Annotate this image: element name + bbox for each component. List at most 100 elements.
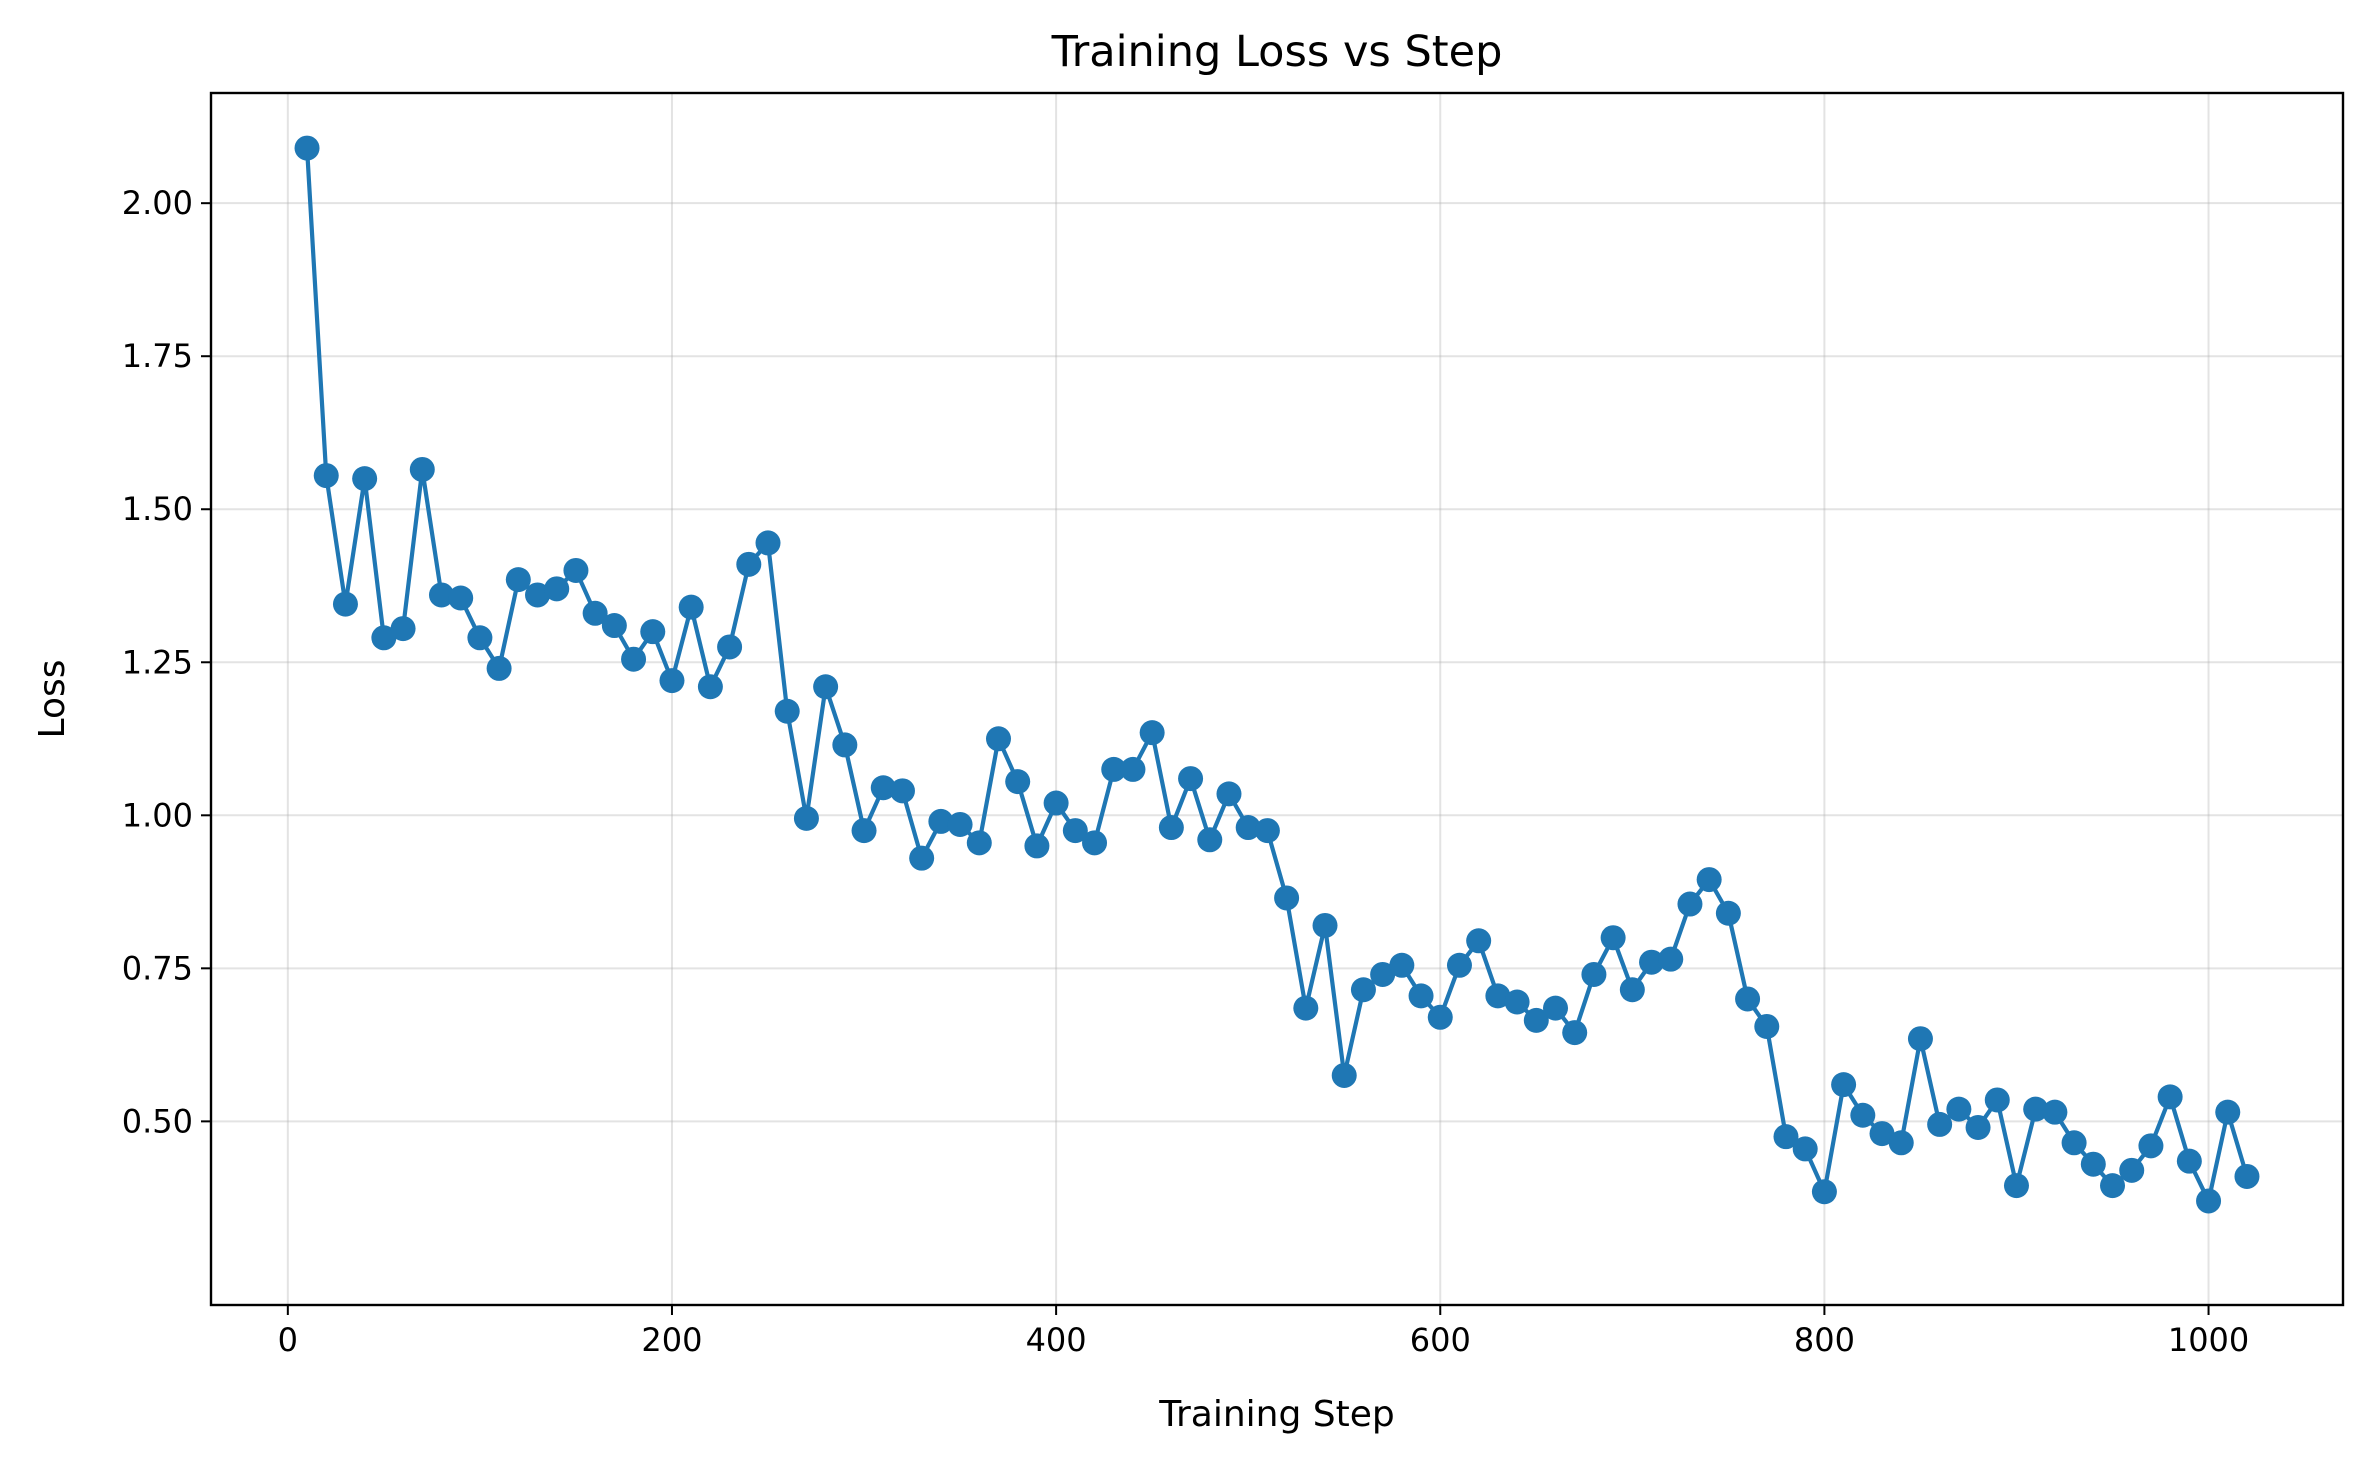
y-tick-label: 1.25 <box>122 643 193 681</box>
data-point <box>966 830 992 856</box>
data-point <box>2080 1151 2106 1177</box>
data-point <box>1350 977 1376 1003</box>
data-point <box>2100 1173 2126 1199</box>
data-point <box>1158 815 1184 841</box>
data-point <box>1715 900 1741 926</box>
data-point <box>1850 1102 1876 1128</box>
data-point <box>870 775 896 801</box>
data-point <box>428 582 454 608</box>
data-point <box>1658 946 1684 972</box>
data-point <box>2157 1084 2183 1110</box>
data-point <box>1101 756 1127 782</box>
grid-lines <box>211 93 2343 1305</box>
data-point <box>2042 1099 2068 1125</box>
data-point <box>621 646 647 672</box>
chart-title: Training Loss vs Step <box>1051 27 1503 77</box>
data-point <box>467 625 493 651</box>
y-tick-label: 0.50 <box>122 1102 193 1140</box>
y-tick-label: 1.00 <box>122 796 193 834</box>
x-tick-label: 200 <box>641 1321 702 1359</box>
data-point <box>1831 1072 1857 1098</box>
data-point <box>1043 790 1069 816</box>
data-point <box>1120 756 1146 782</box>
data-point <box>1197 827 1223 853</box>
y-tick-label: 1.75 <box>122 337 193 375</box>
data-point <box>601 613 627 639</box>
data-point <box>2196 1188 2222 1214</box>
data-point <box>909 845 935 871</box>
data-point <box>1485 983 1511 1009</box>
data-point <box>1696 867 1722 893</box>
x-tick-label: 400 <box>1026 1321 1087 1359</box>
x-tick-label: 600 <box>1410 1321 1471 1359</box>
data-point <box>1427 1004 1453 1030</box>
data-point <box>563 557 589 583</box>
x-tick-label: 1000 <box>2168 1321 2249 1359</box>
data-point <box>1235 815 1261 841</box>
data-point <box>371 625 397 651</box>
data-point <box>1735 986 1761 1012</box>
x-tick-label: 800 <box>1794 1321 1855 1359</box>
data-point <box>755 530 781 556</box>
data-point <box>1754 1013 1780 1039</box>
data-point <box>1254 818 1280 844</box>
data-point <box>1331 1062 1357 1088</box>
data-point <box>582 600 608 626</box>
data-point <box>1869 1121 1895 1147</box>
data-point <box>851 818 877 844</box>
data-point <box>1504 989 1530 1015</box>
data-point <box>1466 928 1492 954</box>
data-point <box>525 582 551 608</box>
data-point <box>2003 1173 2029 1199</box>
data-point <box>1927 1111 1953 1137</box>
y-tick-label: 1.50 <box>122 490 193 528</box>
data-point <box>1677 891 1703 917</box>
data-point <box>889 778 915 804</box>
plot-frame <box>209 91 2345 1307</box>
data-point <box>1312 912 1338 938</box>
data-point <box>678 594 704 620</box>
data-point <box>1562 1020 1588 1046</box>
data-point <box>544 576 570 602</box>
data-point <box>2176 1148 2202 1174</box>
data-point <box>1773 1124 1799 1150</box>
data-point <box>1946 1096 1972 1122</box>
data-point <box>659 668 685 694</box>
data-point <box>947 811 973 837</box>
data-point <box>736 551 762 577</box>
data-point <box>2138 1133 2164 1159</box>
y-axis-label: Loss <box>32 660 73 739</box>
data-point <box>1984 1087 2010 1113</box>
data-point <box>1446 952 1472 978</box>
data-point <box>1216 781 1242 807</box>
data-point <box>1581 961 1607 987</box>
data-point <box>1639 949 1665 975</box>
data-point <box>2061 1130 2087 1156</box>
data-point <box>1370 961 1396 987</box>
x-axis-label: Training Step <box>1158 1394 1394 1435</box>
y-tick-label: 0.75 <box>122 949 193 987</box>
data-point <box>774 698 800 724</box>
data-point <box>1139 720 1165 746</box>
data-point <box>985 726 1011 752</box>
data-point <box>1062 818 1088 844</box>
data-point <box>1274 885 1300 911</box>
data-point <box>1907 1026 1933 1052</box>
data-point <box>352 466 378 492</box>
data-point <box>1005 769 1031 795</box>
data-point <box>1024 833 1050 859</box>
axis-ticks: 0 200 400 600 800 1000 0.50 0.75 1.00 1.25 1.50 1.7… <box>122 184 2250 1359</box>
data-point <box>640 619 666 645</box>
data-point <box>1523 1007 1549 1033</box>
data-point <box>1600 925 1626 951</box>
data-point <box>717 634 743 660</box>
data-point <box>1408 983 1434 1009</box>
data-point <box>448 585 474 611</box>
data-point <box>1178 766 1204 792</box>
data-point <box>486 655 512 681</box>
data-point <box>505 567 531 593</box>
data-point <box>2234 1163 2260 1189</box>
data-point <box>1389 952 1415 978</box>
data-point <box>813 674 839 700</box>
